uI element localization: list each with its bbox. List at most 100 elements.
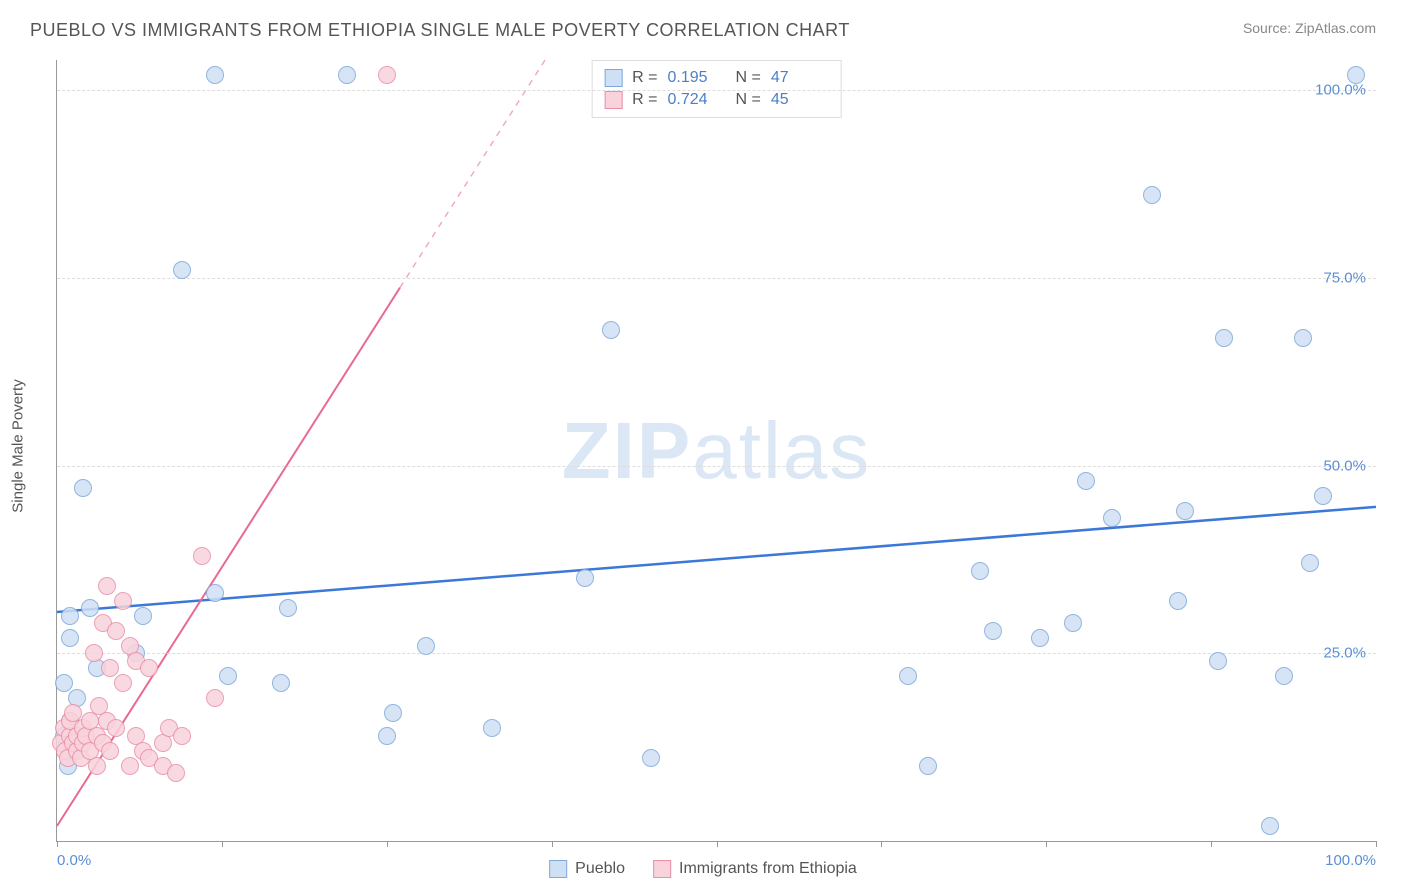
- data-point: [1064, 614, 1082, 632]
- stat-n-value: 47: [771, 69, 829, 87]
- series-legend: Pueblo Immigrants from Ethiopia: [549, 860, 857, 878]
- data-point: [272, 674, 290, 692]
- data-point: [1176, 502, 1194, 520]
- data-point: [101, 742, 119, 760]
- data-point: [1169, 592, 1187, 610]
- legend-swatch: [653, 860, 671, 878]
- data-point: [193, 547, 211, 565]
- data-point: [1077, 472, 1095, 490]
- stat-n-value: 45: [771, 91, 829, 109]
- data-point: [173, 261, 191, 279]
- source-link[interactable]: ZipAtlas.com: [1295, 20, 1376, 36]
- data-point: [576, 569, 594, 587]
- y-tick-label: 100.0%: [1315, 82, 1366, 99]
- data-point: [1103, 509, 1121, 527]
- trend-line-dashed: [400, 60, 545, 288]
- data-point: [378, 727, 396, 745]
- data-point: [919, 757, 937, 775]
- data-point: [1294, 329, 1312, 347]
- data-point: [219, 667, 237, 685]
- trend-lines: [57, 60, 1376, 841]
- data-point: [984, 622, 1002, 640]
- data-point: [81, 599, 99, 617]
- stat-r-value: 0.195: [668, 69, 726, 87]
- gridline: [57, 653, 1376, 654]
- legend-item: Immigrants from Ethiopia: [653, 860, 857, 878]
- data-point: [173, 727, 191, 745]
- chart-title: PUEBLO VS IMMIGRANTS FROM ETHIOPIA SINGL…: [30, 20, 850, 41]
- y-tick-label: 50.0%: [1323, 457, 1366, 474]
- data-point: [417, 637, 435, 655]
- data-point: [378, 66, 396, 84]
- data-point: [384, 704, 402, 722]
- data-point: [167, 764, 185, 782]
- gridline: [57, 466, 1376, 467]
- x-tick: [57, 841, 58, 847]
- x-tick: [881, 841, 882, 847]
- data-point: [206, 689, 224, 707]
- legend-item: Pueblo: [549, 860, 625, 878]
- x-tick-label: 0.0%: [57, 852, 91, 869]
- y-tick-label: 25.0%: [1323, 645, 1366, 662]
- data-point: [85, 644, 103, 662]
- stat-legend-row: R = 0.195 N = 47: [604, 67, 829, 89]
- legend-label: Immigrants from Ethiopia: [679, 860, 857, 878]
- data-point: [134, 607, 152, 625]
- x-tick: [1376, 841, 1377, 847]
- y-tick-label: 75.0%: [1323, 269, 1366, 286]
- data-point: [1031, 629, 1049, 647]
- data-point: [121, 757, 139, 775]
- x-tick: [1211, 841, 1212, 847]
- stat-r-label: R =: [632, 91, 657, 109]
- data-point: [114, 674, 132, 692]
- data-point: [101, 659, 119, 677]
- data-point: [483, 719, 501, 737]
- legend-swatch: [604, 91, 622, 109]
- data-point: [279, 599, 297, 617]
- data-point: [642, 749, 660, 767]
- stat-r-value: 0.724: [668, 91, 726, 109]
- data-point: [61, 607, 79, 625]
- data-point: [114, 592, 132, 610]
- legend-swatch: [549, 860, 567, 878]
- data-point: [140, 659, 158, 677]
- data-point: [602, 321, 620, 339]
- gridline: [57, 278, 1376, 279]
- data-point: [1215, 329, 1233, 347]
- data-point: [88, 757, 106, 775]
- x-tick: [387, 841, 388, 847]
- data-point: [1347, 66, 1365, 84]
- legend-swatch: [604, 69, 622, 87]
- data-point: [1301, 554, 1319, 572]
- data-point: [1143, 186, 1161, 204]
- data-point: [1314, 487, 1332, 505]
- data-point: [61, 629, 79, 647]
- x-tick: [1046, 841, 1047, 847]
- data-point: [55, 674, 73, 692]
- stat-n-label: N =: [736, 69, 761, 87]
- data-point: [206, 584, 224, 602]
- data-point: [338, 66, 356, 84]
- data-point: [1261, 817, 1279, 835]
- gridline: [57, 90, 1376, 91]
- x-tick: [717, 841, 718, 847]
- x-tick: [222, 841, 223, 847]
- data-point: [107, 622, 125, 640]
- stat-legend-row: R =0.724N =45: [604, 89, 829, 111]
- x-tick-label: 100.0%: [1325, 852, 1376, 869]
- data-point: [206, 66, 224, 84]
- data-point: [899, 667, 917, 685]
- stats-legend: R =0.195N =47R =0.724N =45: [591, 60, 842, 118]
- data-point: [107, 719, 125, 737]
- y-axis-label: Single Male Poverty: [10, 379, 27, 512]
- data-point: [1209, 652, 1227, 670]
- legend-label: Pueblo: [575, 860, 625, 878]
- data-point: [971, 562, 989, 580]
- data-point: [74, 479, 92, 497]
- stat-r-label: R =: [632, 69, 657, 87]
- scatter-chart: ZIPatlas R =0.195N =47R =0.724N =45 25.0…: [56, 60, 1376, 842]
- data-point: [1275, 667, 1293, 685]
- data-point: [98, 577, 116, 595]
- source-label: Source: ZipAtlas.com: [1243, 20, 1376, 36]
- x-tick: [552, 841, 553, 847]
